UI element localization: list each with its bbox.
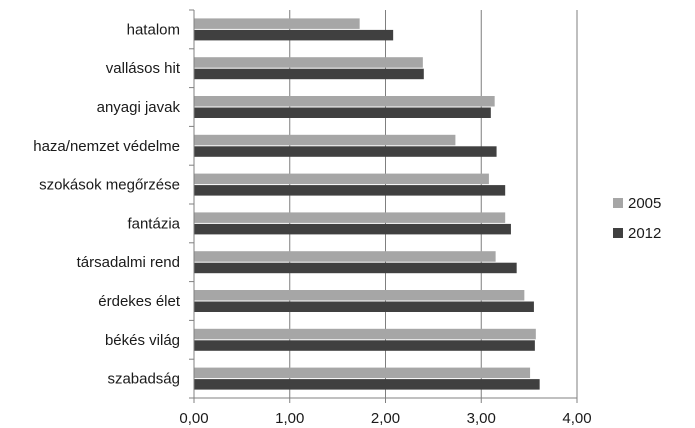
- axes: [189, 9, 578, 403]
- bar-2005-7: [194, 290, 525, 301]
- category-label-1: vallásos hit: [106, 60, 181, 77]
- gridlines: [289, 10, 578, 398]
- category-label-2: anyagi javak: [97, 99, 181, 116]
- category-label-8: békés világ: [105, 332, 180, 349]
- bar-2005-0: [194, 18, 360, 29]
- category-label-5: fantázia: [127, 215, 180, 232]
- bar-2012-9: [194, 379, 540, 390]
- bar-2012-1: [194, 68, 424, 80]
- legend-label-2012: 2012: [628, 225, 661, 242]
- category-label-3: haza/nemzet védelme: [33, 138, 180, 155]
- bars: [194, 18, 540, 390]
- bar-2012-6: [194, 262, 517, 274]
- category-label-0: hatalom: [127, 21, 180, 38]
- legend-swatch-2012: [613, 228, 623, 238]
- bar-2012-8: [194, 340, 535, 351]
- category-label-7: érdekes élet: [98, 293, 181, 310]
- bar-2012-5: [194, 223, 511, 235]
- bar-2005-1: [194, 57, 423, 68]
- bar-2005-3: [194, 134, 456, 146]
- category-labels: hatalom vallásos hit anyagi javak haza/nemz…: [33, 21, 181, 387]
- bar-2005-4: [194, 173, 489, 185]
- bar-2005-2: [194, 96, 495, 107]
- bar-2012-4: [194, 185, 506, 196]
- category-label-6: társadalmi rend: [77, 254, 180, 271]
- x-tick-label-4: 4,00: [562, 410, 591, 427]
- legend-swatch-2005: [613, 198, 623, 208]
- bar-2005-5: [194, 212, 506, 223]
- bar-2012-7: [194, 301, 534, 312]
- bar-2012-2: [194, 107, 491, 118]
- category-label-9: szabadság: [107, 371, 180, 388]
- legend: 2005 2012: [613, 195, 661, 242]
- x-tick-label-3: 3,00: [467, 410, 496, 427]
- category-label-4: szokások megőrzése: [39, 177, 180, 194]
- x-tick-labels: 0,00 1,00 2,00 3,00 4,00: [179, 410, 591, 427]
- bar-2012-3: [194, 146, 497, 157]
- bar-2005-9: [194, 367, 531, 379]
- bar-2005-6: [194, 251, 496, 262]
- legend-label-2005: 2005: [628, 195, 661, 212]
- bar-2005-8: [194, 328, 536, 340]
- bar-2012-0: [194, 29, 394, 41]
- x-tick-label-1: 1,00: [275, 410, 304, 427]
- x-tick-label-0: 0,00: [179, 410, 208, 427]
- x-tick-label-2: 2,00: [371, 410, 400, 427]
